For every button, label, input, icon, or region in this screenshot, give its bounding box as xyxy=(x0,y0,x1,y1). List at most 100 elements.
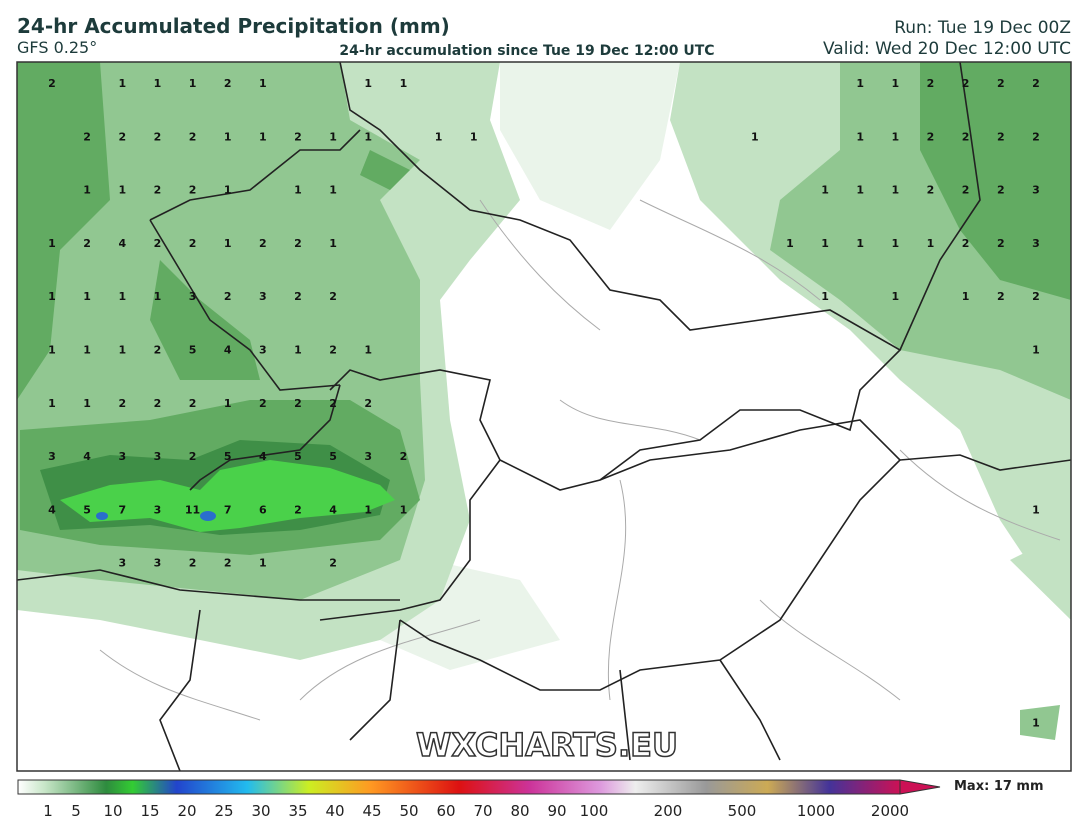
grid-value: 2 xyxy=(294,397,302,410)
grid-value: 2 xyxy=(83,237,91,250)
colorbar-tick-label: 70 xyxy=(473,802,492,820)
grid-value: 1 xyxy=(224,184,232,197)
grid-value: 5 xyxy=(189,344,197,357)
grid-value: 2 xyxy=(154,184,162,197)
grid-value: 1 xyxy=(892,290,900,303)
grid-value: 1 xyxy=(856,237,864,250)
grid-value: 1 xyxy=(329,130,337,143)
grid-value: 2 xyxy=(294,130,302,143)
colorbar-arrow xyxy=(899,779,941,795)
grid-value: 2 xyxy=(83,130,91,143)
grid-value: 1 xyxy=(118,290,126,303)
run: Run: Tue 19 Dec 00Z xyxy=(894,18,1071,38)
grid-value: 1 xyxy=(118,184,126,197)
colorbar-tick-label: 50 xyxy=(399,802,418,820)
grid-value: 5 xyxy=(224,450,232,463)
grid-value: 1 xyxy=(364,77,372,90)
colorbar-tick-label: 35 xyxy=(288,802,307,820)
grid-value: 1 xyxy=(294,344,302,357)
grid-value: 2 xyxy=(997,184,1005,197)
colorbar-tick-label: 10 xyxy=(103,802,122,820)
grid-value: 1 xyxy=(892,77,900,90)
grid-value: 2 xyxy=(259,237,267,250)
grid-value: 1 xyxy=(856,130,864,143)
grid-value: 1 xyxy=(259,130,267,143)
grid-value: 2 xyxy=(997,130,1005,143)
grid-value: 3 xyxy=(259,290,267,303)
grid-value: 1 xyxy=(470,130,478,143)
grid-value: 1 xyxy=(821,184,829,197)
colorbar-tick-label: 60 xyxy=(436,802,455,820)
grid-value: 2 xyxy=(997,290,1005,303)
grid-value: 3 xyxy=(118,450,126,463)
grid-value: 4 xyxy=(48,503,56,516)
grid-value: 1 xyxy=(154,77,162,90)
grid-value: 2 xyxy=(962,184,970,197)
colorbar-tick-label: 200 xyxy=(654,802,683,820)
colorbar-tick-label: 500 xyxy=(728,802,757,820)
subtitle: 24-hr accumulation since Tue 19 Dec 12:0… xyxy=(339,43,714,59)
grid-value: 1 xyxy=(224,130,232,143)
grid-value: 1 xyxy=(48,237,56,250)
grid-value: 1 xyxy=(329,237,337,250)
grid-value: 4 xyxy=(118,237,126,250)
grid-value: 1 xyxy=(329,184,337,197)
map xyxy=(17,62,1071,771)
grid-value: 6 xyxy=(259,503,267,516)
grid-value: 3 xyxy=(1032,237,1040,250)
grid-value: 2 xyxy=(997,77,1005,90)
grid-value: 1 xyxy=(48,290,56,303)
grid-value: 2 xyxy=(927,77,935,90)
grid-value: 4 xyxy=(329,503,337,516)
grid-value: 2 xyxy=(294,503,302,516)
grid-value: 1 xyxy=(1032,503,1040,516)
grid-value: 1 xyxy=(83,290,91,303)
colorbar-tick-label: 25 xyxy=(214,802,233,820)
grid-value: 3 xyxy=(154,503,162,516)
grid-value: 1 xyxy=(962,290,970,303)
grid-value: 2 xyxy=(48,77,56,90)
grid-value: 2 xyxy=(259,397,267,410)
grid-value: 1 xyxy=(856,184,864,197)
grid-value: 7 xyxy=(118,503,126,516)
grid-value: 1 xyxy=(856,77,864,90)
grid-value: 1 xyxy=(259,557,267,570)
grid-value: 1 xyxy=(294,184,302,197)
grid-value: 1 xyxy=(83,397,91,410)
grid-value: 2 xyxy=(1032,290,1040,303)
grid-value: 4 xyxy=(224,344,232,357)
grid-value: 2 xyxy=(154,130,162,143)
grid-value: 2 xyxy=(189,397,197,410)
grid-value: 1 xyxy=(224,237,232,250)
grid-value: 2 xyxy=(962,237,970,250)
grid-value: 2 xyxy=(997,237,1005,250)
title: 24-hr Accumulated Precipitation (mm) xyxy=(17,14,450,38)
grid-value: 1 xyxy=(786,237,794,250)
grid-value: 1 xyxy=(1032,717,1040,730)
max-label: Max: 17 mm xyxy=(954,779,1044,794)
grid-value: 1 xyxy=(48,397,56,410)
colorbar-tick-label: 15 xyxy=(140,802,159,820)
grid-value: 2 xyxy=(189,237,197,250)
grid-value: 1 xyxy=(364,130,372,143)
grid-value: 1 xyxy=(364,344,372,357)
grid-value: 3 xyxy=(154,450,162,463)
grid-value: 2 xyxy=(224,290,232,303)
grid-value: 1 xyxy=(435,130,443,143)
map-frame xyxy=(16,61,1072,772)
grid-value: 1 xyxy=(259,77,267,90)
grid-value: 2 xyxy=(927,184,935,197)
value-grid: 2 1 1 1 2 1 1 1 1 1 2 2 2 2 2 2 2 2 1 1 2 1 1 1 1 1 1 1 2 2 2 2 1 1 2 2 1 1 1 1… xyxy=(48,77,1040,730)
grid-value: 2 xyxy=(294,290,302,303)
grid-value: 2 xyxy=(1032,130,1040,143)
grid-value: 1 xyxy=(1032,344,1040,357)
colorbar-tick-label: 20 xyxy=(177,802,196,820)
grid-value: 1 xyxy=(751,130,759,143)
grid-value: 5 xyxy=(294,450,302,463)
grid-value: 2 xyxy=(224,557,232,570)
grid-value: 3 xyxy=(154,557,162,570)
model: GFS 0.25° xyxy=(17,38,97,57)
grid-value: 4 xyxy=(259,450,267,463)
grid-value: 2 xyxy=(962,77,970,90)
colorbar-tick-label: 1 xyxy=(43,802,53,820)
